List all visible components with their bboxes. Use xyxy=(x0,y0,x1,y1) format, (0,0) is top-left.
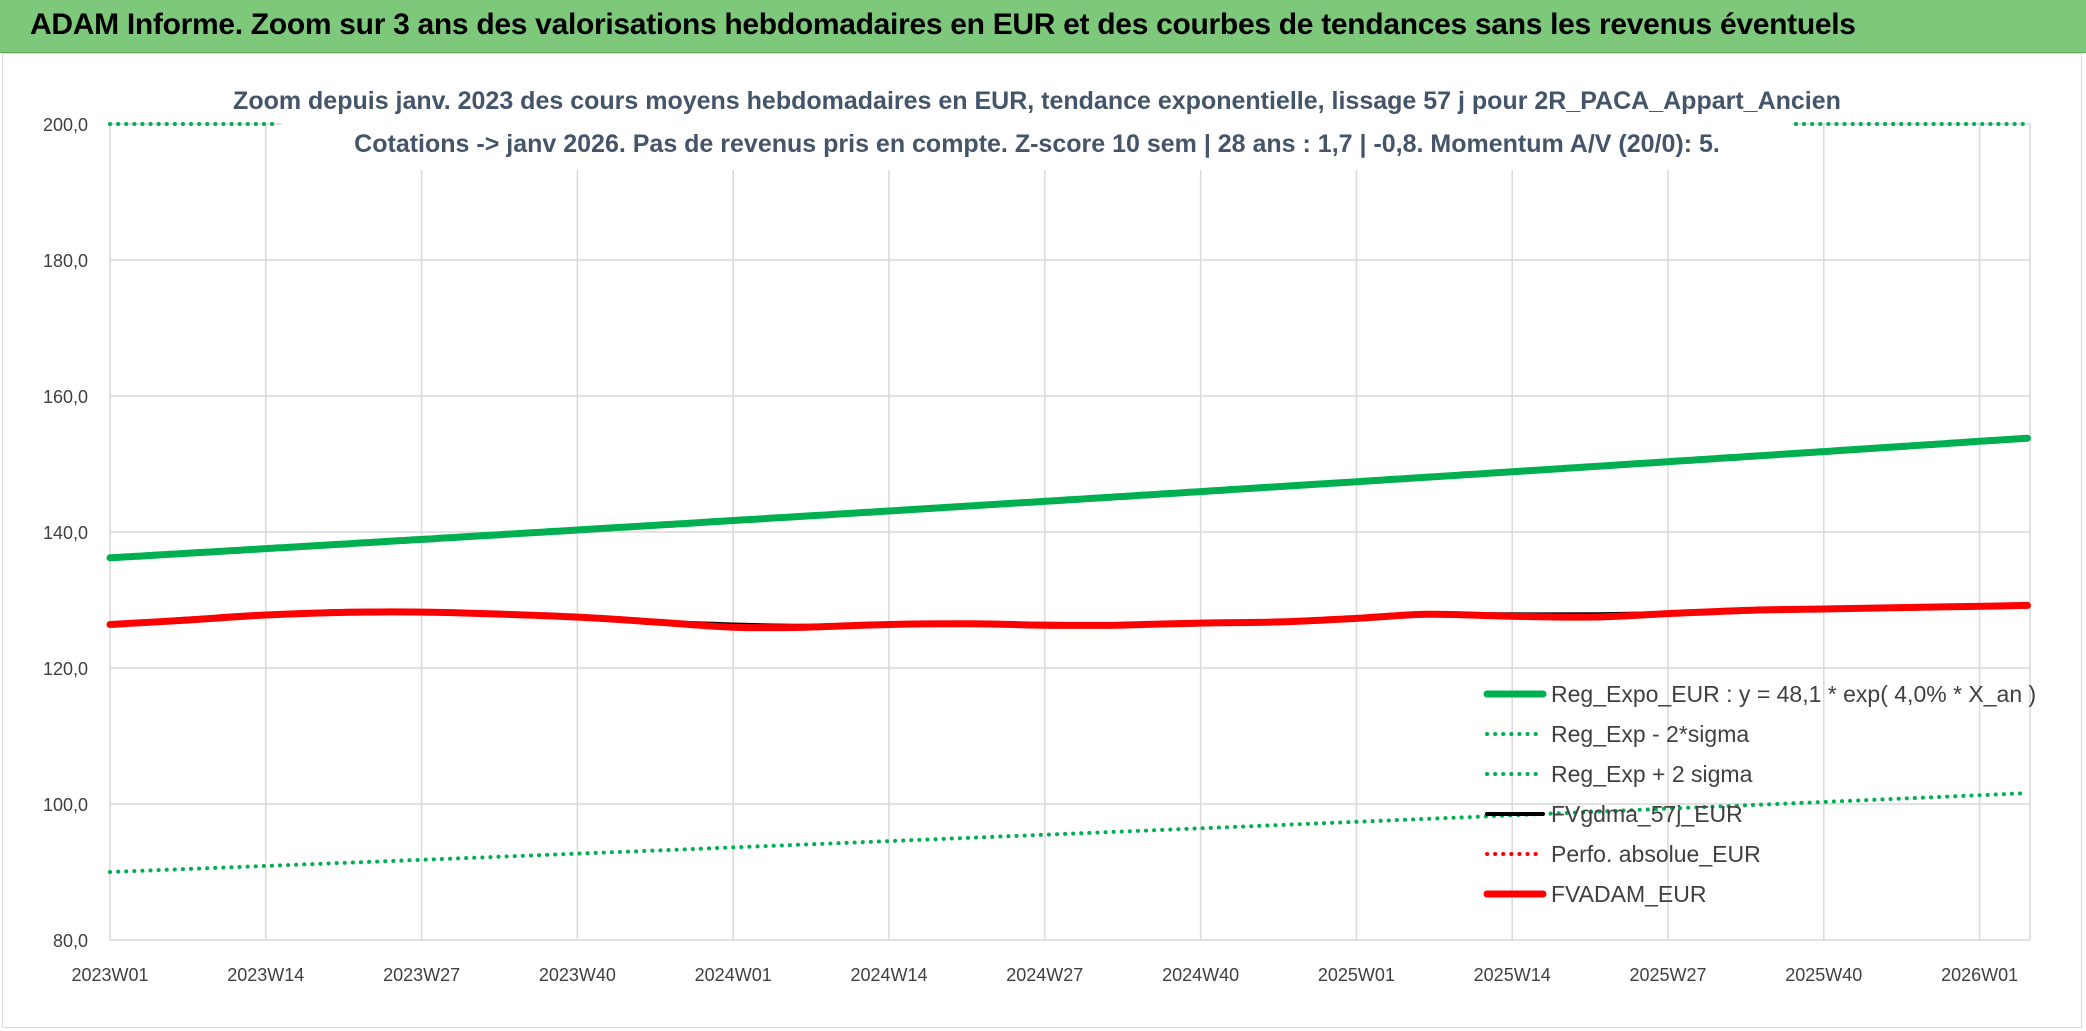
x-tick-label: 2024W14 xyxy=(850,965,927,985)
series-layer xyxy=(106,122,2031,874)
legend-label-reg-expo-eur-y-48-1-exp-4-0-x-an: Reg_Expo_EUR : y = 48,1 * exp( 4,0% * X_… xyxy=(1551,681,2036,707)
title-background xyxy=(282,78,1792,170)
y-tick-label: 180,0 xyxy=(43,251,88,271)
series-line-fvadam-eur xyxy=(106,601,2031,632)
y-tick-label: 160,0 xyxy=(43,387,88,407)
x-tick-label: 2023W01 xyxy=(71,965,148,985)
x-tick-label: 2025W40 xyxy=(1785,965,1862,985)
x-tick-label: 2025W14 xyxy=(1474,965,1551,985)
y-tick-label: 140,0 xyxy=(43,523,88,543)
chart-title-line-1: Zoom depuis janv. 2023 des cours moyens … xyxy=(233,87,1841,115)
legend: Reg_Expo_EUR : y = 48,1 * exp( 4,0% * X_… xyxy=(1483,681,2036,907)
x-tick-label: 2024W01 xyxy=(695,965,772,985)
series-line-reg-expo-eur-y-48-1-exp-4-0-x-an xyxy=(106,434,2031,562)
report-banner: ADAM Informe. Zoom sur 3 ans des valoris… xyxy=(0,0,2086,53)
x-tick-label: 2023W40 xyxy=(539,965,616,985)
x-tick-label: 2023W27 xyxy=(383,965,460,985)
legend-label-fvgdma-57j-eur: FVgdma_57j_EUR xyxy=(1551,801,1743,827)
legend-label-perfo-absolue-eur: Perfo. absolue_EUR xyxy=(1551,841,1761,867)
legend-label-fvadam-eur: FVADAM_EUR xyxy=(1551,881,1707,907)
x-tick-label: 2025W27 xyxy=(1629,965,1706,985)
report-title: ADAM Informe. Zoom sur 3 ans des valoris… xyxy=(30,8,1856,41)
legend-label-reg-exp-2-sigma: Reg_Exp - 2*sigma xyxy=(1551,721,1749,747)
x-tick-label: 2024W27 xyxy=(1006,965,1083,985)
chart-title-line-2: Cotations -> janv 2026. Pas de revenus p… xyxy=(354,130,1720,158)
axis-labels: 80,0 100,0 120,0 140,0 160,0 180,0 200,0 2023W0… xyxy=(43,115,2018,985)
x-tick-label: 2023W14 xyxy=(227,965,304,985)
x-tick-label: 2026W01 xyxy=(1941,965,2018,985)
chart-frame xyxy=(2,53,2082,1028)
y-tick-label: 80,0 xyxy=(53,931,88,951)
y-tick-label: 200,0 xyxy=(43,115,88,135)
y-tick-label: 100,0 xyxy=(43,795,88,815)
x-tick-label: 2025W01 xyxy=(1318,965,1395,985)
y-tick-label: 120,0 xyxy=(43,659,88,679)
legend-label-reg-exp-2-sigma: Reg_Exp + 2 sigma xyxy=(1551,761,1753,787)
x-tick-label: 2024W40 xyxy=(1162,965,1239,985)
